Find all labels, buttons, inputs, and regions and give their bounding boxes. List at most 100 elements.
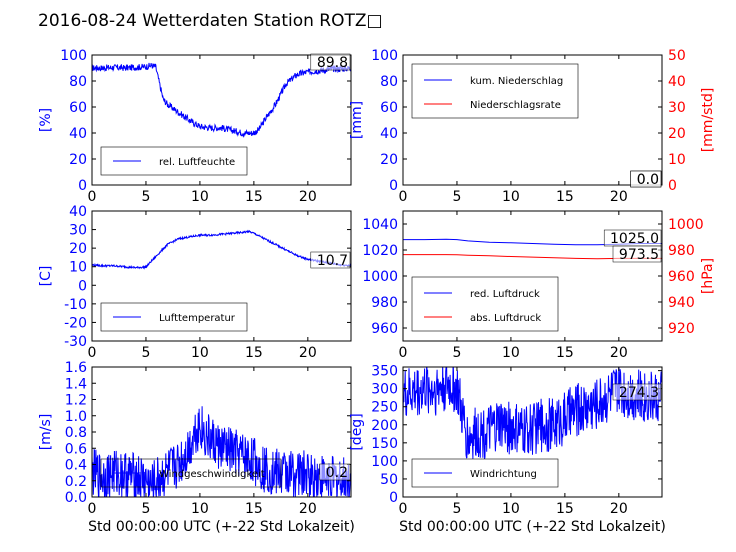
x-tick-label: 20 — [610, 189, 628, 205]
x-tick-label: 10 — [502, 345, 520, 361]
x-tick-label: 0 — [399, 345, 408, 361]
legend-entry-label: Lufttemperatur — [159, 313, 236, 324]
y-tick-label: 150 — [371, 436, 398, 452]
value-label-box — [310, 53, 351, 71]
legend-entry-label: kum. Niederschlag — [470, 76, 563, 87]
axes-frame — [402, 366, 663, 498]
y-tick-label: 1.4 — [65, 376, 87, 392]
x-tick-label: 20 — [299, 345, 317, 361]
y-tick-label: 40 — [380, 126, 398, 142]
y-right-tick-label: 30 — [668, 100, 686, 116]
series-line-windgeschwindigkeit — [92, 406, 351, 497]
current-value-label: 0.2 — [326, 465, 348, 481]
y-tick-label: 1000 — [362, 269, 398, 285]
axes-frame — [91, 210, 352, 342]
legend-entry-label: Windrichtung — [470, 469, 537, 480]
y-tick-label: 300 — [371, 382, 398, 398]
current-value-label: 89.8 — [317, 55, 348, 71]
y-tick-label: 100 — [371, 454, 398, 470]
x-tick-label: 5 — [141, 501, 150, 517]
legend-entry-label: Niederschlagsrate — [470, 100, 561, 111]
x-tick-label: 5 — [141, 345, 150, 361]
value-label-box — [612, 383, 662, 401]
y-tick-label: 80 — [69, 74, 87, 90]
y-tick-label: 10 — [69, 260, 87, 276]
x-tick-label: 5 — [452, 189, 461, 205]
y-tick-label: 0.8 — [65, 425, 87, 441]
x-tick-label: 15 — [556, 189, 574, 205]
y-axis-label: [m/s] — [38, 414, 54, 451]
y-right-tick-label: 940 — [668, 295, 695, 311]
y-tick-label: 60 — [69, 100, 87, 116]
y-tick-label: 0.6 — [65, 441, 87, 457]
y-axis-label: [deg] — [349, 413, 365, 450]
x-tick-label: 10 — [191, 501, 209, 517]
x-tick-label: 20 — [299, 189, 317, 205]
y-tick-label: 0 — [78, 178, 87, 194]
x-axis-label: Std 00:00:00 UTC (+-22 Std Lokalzeit) — [399, 519, 666, 535]
y-right-tick-label: 10 — [668, 152, 686, 168]
y-tick-label: 250 — [371, 400, 398, 416]
y-right-tick-label: 40 — [668, 74, 686, 90]
y-right-tick-label: 960 — [668, 269, 695, 285]
y-tick-label: 980 — [371, 295, 398, 311]
x-tick-label: 15 — [245, 501, 263, 517]
y-tick-label: 0 — [78, 278, 87, 294]
y-tick-label: 100 — [60, 48, 87, 64]
legend: Lufttemperatur — [100, 302, 248, 332]
current-value-label: 10.7 — [317, 253, 348, 269]
value-label-box — [630, 170, 662, 188]
x-tick-label: 15 — [556, 345, 574, 361]
y-tick-label: 0.0 — [65, 490, 87, 506]
y-right-tick-label: 50 — [668, 48, 686, 64]
y-tick-label: 60 — [380, 100, 398, 116]
y-tick-label: 1040 — [362, 217, 398, 233]
y-tick-label: 20 — [380, 152, 398, 168]
x-tick-label: 10 — [502, 189, 520, 205]
y-right-axis-label: [hPa] — [700, 258, 716, 294]
series-line-windrichtung — [403, 367, 662, 460]
legend-entry-label: rel. Luftfeuchte — [159, 157, 235, 168]
x-tick-label: 0 — [88, 501, 97, 517]
legend-box — [411, 63, 579, 119]
x-tick-label: 0 — [399, 189, 408, 205]
x-tick-label: 20 — [299, 501, 317, 517]
y-tick-label: 1.6 — [65, 360, 87, 376]
y-tick-label: -30 — [64, 334, 87, 350]
wind-speed-panel: 0 5 10 15 200.00.20.40.60.81.01.21.41.6[m/s]… — [38, 360, 355, 535]
x-tick-label: 20 — [610, 501, 628, 517]
axes-frame — [402, 54, 663, 186]
legend-entry-label: Windgeschwindigkeit — [159, 469, 265, 480]
x-tick-label: 15 — [245, 189, 263, 205]
y-tick-label: 80 — [380, 74, 398, 90]
y-axis-label: [%] — [38, 108, 54, 132]
x-tick-label: 10 — [191, 189, 209, 205]
y-tick-label: 0 — [389, 178, 398, 194]
current-value-label: 1025.0 — [610, 231, 659, 247]
y-tick-label: 40 — [69, 126, 87, 142]
y-tick-label: 100 — [371, 48, 398, 64]
pressure-panel: 0 5 10 15 20 960 980 1000 1020 1040 920 940 960 980 10… — [362, 210, 716, 361]
y-tick-label: 0.2 — [65, 474, 87, 490]
y-tick-label: 0.4 — [65, 458, 87, 474]
y-right-tick-label: 920 — [668, 321, 695, 337]
series-line-lufttemperatur — [92, 229, 351, 270]
figure-title: 2016-08-24 Wetterdaten Station ROTZ□ — [38, 11, 383, 31]
y-right-tick-label: 1000 — [668, 217, 704, 233]
value-label-box — [319, 463, 351, 481]
precipitation-panel: 0 5 10 15 20 0 20 40 60 80 100 0 10 20 30 40 50 [mm] [mm/s… — [349, 48, 716, 205]
legend: red. Luftdruck abs. Luftdruck — [411, 276, 559, 332]
x-tick-label: 15 — [556, 501, 574, 517]
x-tick-label: 10 — [191, 345, 209, 361]
y-tick-label: 0 — [389, 490, 398, 506]
x-tick-label: 15 — [245, 345, 263, 361]
y-tick-label: 200 — [371, 418, 398, 434]
y-tick-label: -20 — [64, 315, 87, 331]
legend: Windgeschwindigkeit — [100, 458, 282, 488]
y-right-tick-label: 20 — [668, 126, 686, 142]
x-tick-label: 0 — [88, 345, 97, 361]
axes-frame — [91, 54, 352, 186]
series-line-rel-luftfeuchte — [92, 62, 351, 138]
y-tick-label: -10 — [64, 297, 87, 313]
